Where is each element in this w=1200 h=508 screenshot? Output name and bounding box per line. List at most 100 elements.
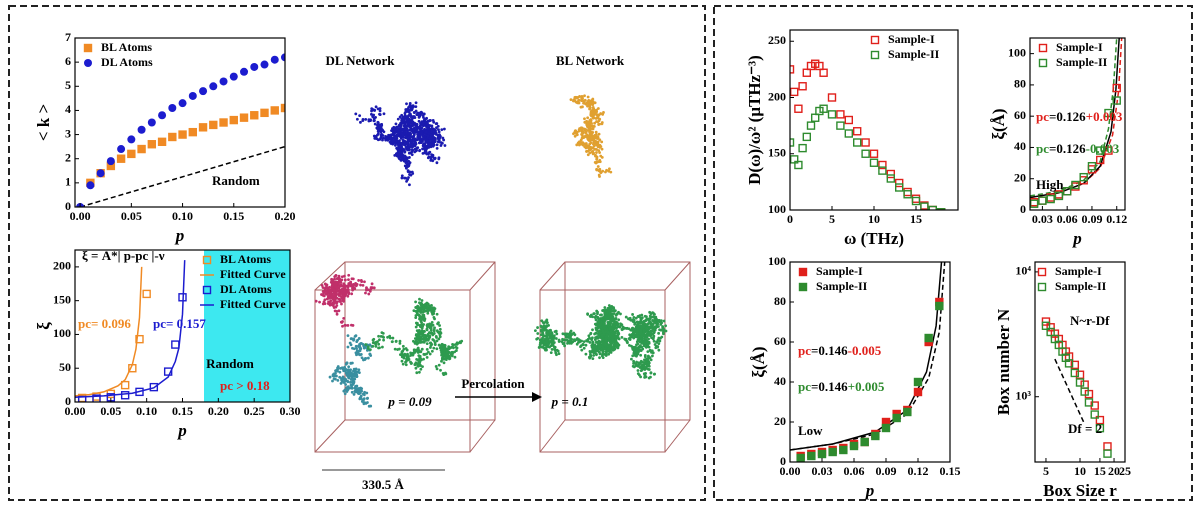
- network-node: [371, 286, 374, 290]
- network-node: [636, 346, 640, 350]
- marker: [1075, 378, 1085, 387]
- network-node: [420, 132, 423, 136]
- network-node: [655, 340, 659, 344]
- network-node: [642, 321, 646, 325]
- network-node: [593, 316, 597, 319]
- network-node: [397, 156, 401, 160]
- network-node: [422, 357, 425, 361]
- marker: [871, 431, 880, 441]
- network-node: [399, 353, 402, 357]
- network-node: [343, 392, 347, 396]
- network-node: [426, 145, 430, 149]
- network-node: [642, 344, 646, 348]
- plot-frame: [74, 37, 286, 208]
- network-node: [612, 324, 616, 328]
- network-node: [597, 123, 601, 126]
- network-node: [429, 142, 433, 146]
- network-node: [634, 363, 638, 367]
- marker: [892, 413, 901, 423]
- marker: [1084, 389, 1094, 399]
- marker: [1071, 180, 1080, 190]
- y-tick-label: 10³: [1015, 388, 1031, 402]
- network-node: [429, 326, 433, 329]
- network-node: [630, 344, 633, 348]
- network-node: [401, 349, 405, 353]
- network-node: [354, 112, 358, 116]
- network-node: [588, 336, 591, 340]
- network-node: [577, 98, 581, 102]
- marker: [1062, 187, 1072, 196]
- y-tick-label: 0: [65, 199, 71, 213]
- network-node: [328, 290, 332, 294]
- annotation-part: +0.005: [848, 379, 885, 394]
- network-node: [440, 128, 444, 132]
- network-node: [401, 133, 405, 137]
- network-node: [418, 148, 422, 152]
- network-node: [608, 167, 611, 171]
- network-node: [359, 283, 362, 287]
- network-node: [581, 141, 584, 145]
- network-node: [594, 133, 598, 136]
- x-tick-label: 0.09: [1081, 212, 1102, 226]
- marker: [1046, 323, 1055, 332]
- annotation-part: pc > 0.18: [220, 378, 270, 393]
- marker: [168, 132, 177, 142]
- network-node: [442, 361, 446, 365]
- network-node: [582, 340, 586, 344]
- network-node: [343, 290, 347, 294]
- network-node: [404, 359, 408, 363]
- network-cluster: [314, 273, 376, 328]
- network-node: [368, 348, 372, 352]
- network-node: [340, 302, 343, 306]
- network-node: [636, 369, 640, 372]
- network-node: [426, 119, 430, 123]
- network-node: [581, 134, 584, 138]
- x-axis-label: p: [176, 421, 187, 440]
- network-node: [437, 130, 441, 134]
- marker: [861, 138, 870, 147]
- network-node: [604, 308, 608, 312]
- network-node: [596, 107, 600, 110]
- marker: [1096, 155, 1105, 165]
- network-node: [435, 347, 439, 351]
- network-node: [639, 328, 643, 332]
- marker: [1112, 83, 1121, 93]
- network-node: [615, 334, 619, 338]
- network-node: [590, 138, 594, 142]
- network-node: [439, 144, 443, 147]
- network-node: [594, 336, 597, 340]
- network-node: [596, 324, 600, 328]
- marker: [811, 59, 820, 68]
- network-node: [545, 334, 549, 337]
- network-node: [591, 340, 595, 344]
- network-node: [590, 99, 593, 102]
- network-node: [349, 371, 353, 375]
- network-node: [330, 286, 334, 290]
- network-node: [586, 95, 590, 99]
- network-node: [640, 368, 644, 372]
- x-tick-label: 10: [868, 212, 880, 226]
- network-node: [592, 312, 596, 316]
- network-node: [396, 149, 400, 152]
- marker: [198, 123, 208, 132]
- network-node: [432, 156, 436, 160]
- network-node: [408, 105, 412, 109]
- network-node: [367, 404, 371, 408]
- network-node: [339, 289, 343, 292]
- network-node: [342, 389, 346, 393]
- network-node: [644, 318, 648, 322]
- network-node: [424, 141, 428, 144]
- network-node: [555, 353, 558, 357]
- legend-swatch: [1038, 43, 1048, 53]
- marker: [1090, 410, 1099, 419]
- network-node: [421, 307, 425, 311]
- marker: [239, 113, 249, 122]
- network-node: [378, 109, 382, 113]
- network-node: [575, 143, 579, 147]
- marker: [1084, 398, 1094, 407]
- network-node: [536, 332, 540, 335]
- annotation: pc= 0.096: [78, 316, 131, 331]
- network-node: [419, 304, 423, 307]
- network-node: [636, 364, 640, 368]
